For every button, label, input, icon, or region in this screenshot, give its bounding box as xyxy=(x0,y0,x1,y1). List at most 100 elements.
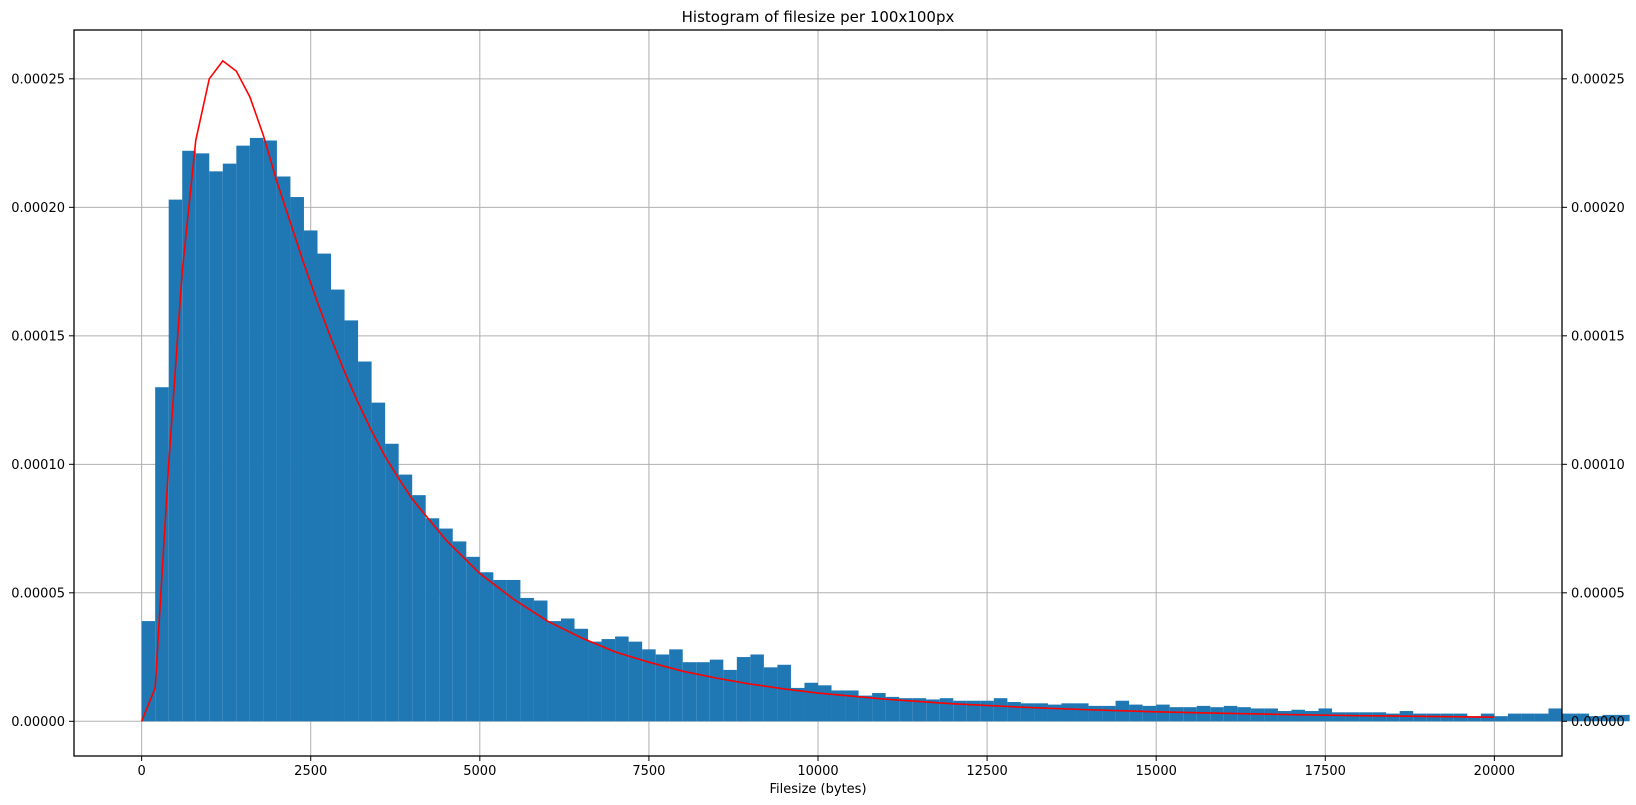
left-y-tick-label: 0.00025 xyxy=(11,72,65,87)
histogram-bar xyxy=(1075,703,1089,722)
histogram-bars xyxy=(141,137,1630,722)
x-axis-label: Filesize (bytes) xyxy=(769,782,866,797)
x-tick-label: 7500 xyxy=(632,764,665,779)
histogram-bar xyxy=(682,662,697,722)
histogram-bar xyxy=(845,690,859,722)
chart-title: Histogram of filesize per 100x100px xyxy=(682,8,955,26)
histogram-bar xyxy=(1169,707,1184,722)
histogram-bar xyxy=(331,289,345,722)
histogram-bar xyxy=(547,621,561,722)
histogram-bar xyxy=(885,696,900,722)
left-y-tick-label: 0.00015 xyxy=(11,329,65,344)
histogram-bar xyxy=(628,641,643,722)
histogram-bar xyxy=(1291,709,1305,722)
histogram-bar xyxy=(709,659,724,722)
histogram-bar xyxy=(385,443,399,722)
x-tick-label: 5000 xyxy=(463,764,496,779)
histogram-bar xyxy=(560,618,575,722)
histogram-bar xyxy=(696,662,710,722)
histogram-bar xyxy=(1616,714,1630,722)
right-y-tick-label: 0.00005 xyxy=(1571,586,1625,601)
histogram-bar xyxy=(953,700,967,722)
x-tick-label: 0 xyxy=(137,764,145,779)
histogram-bar xyxy=(155,387,169,722)
x-tick-label: 17500 xyxy=(1305,764,1346,779)
histogram-bar xyxy=(912,698,927,722)
histogram-bar xyxy=(439,528,453,722)
histogram-bar xyxy=(966,700,981,722)
left-y-tick-label: 0.00010 xyxy=(11,458,65,473)
histogram-bar xyxy=(588,641,602,722)
histogram-bar xyxy=(1142,705,1157,722)
histogram-bar xyxy=(249,137,264,722)
histogram-bar xyxy=(1440,713,1454,722)
histogram-bar xyxy=(1372,712,1387,722)
histogram-bar xyxy=(182,150,196,722)
histogram-bar xyxy=(358,361,372,722)
histogram-bar xyxy=(1250,708,1265,722)
histogram-bar xyxy=(642,649,656,722)
right-y-tick-label: 0.00000 xyxy=(1571,715,1625,730)
histogram-bar xyxy=(926,699,940,722)
histogram-bar xyxy=(939,698,954,722)
histogram-bar xyxy=(790,687,805,722)
histogram-bar xyxy=(1183,707,1197,722)
left-y-tick-label: 0.00005 xyxy=(11,586,65,601)
histogram-bar xyxy=(1426,713,1441,722)
histogram-bar xyxy=(236,145,250,722)
histogram-bar xyxy=(980,700,994,722)
density-curve xyxy=(140,59,1495,722)
histogram-bar xyxy=(1467,716,1481,722)
histogram-bar xyxy=(520,597,534,722)
x-tick-label: 20000 xyxy=(1474,764,1515,779)
histogram-bar xyxy=(1534,713,1549,722)
histogram-bar xyxy=(669,649,683,722)
histogram-bar xyxy=(168,199,183,722)
histogram-bar xyxy=(1210,707,1224,722)
histogram-bar xyxy=(533,600,548,722)
histogram-bar xyxy=(1061,703,1076,722)
histogram-bar xyxy=(1277,711,1292,722)
histogram-bar xyxy=(1332,712,1346,722)
histogram-bar xyxy=(1156,704,1170,722)
right-y-tick-label: 0.00020 xyxy=(1571,201,1625,216)
left-y-tick-label: 0.00020 xyxy=(11,201,65,216)
histogram-bar xyxy=(1589,716,1603,722)
right-y-tick-label: 0.00015 xyxy=(1571,329,1625,344)
histogram-bar xyxy=(1304,711,1319,722)
histogram-bar xyxy=(777,664,791,722)
histogram-bar xyxy=(1575,713,1590,722)
histogram-bar xyxy=(804,682,818,722)
histogram-bar xyxy=(412,495,426,722)
histogram-bar xyxy=(195,153,210,722)
histogram-bar xyxy=(1413,713,1427,722)
histogram-bar xyxy=(655,654,670,722)
x-axis-ticks: 0 2500 5000 7500 10000 12500 15000 17500 20000 xyxy=(137,756,1515,779)
density-curve-line xyxy=(140,59,1495,722)
histogram-bar xyxy=(1034,703,1048,722)
histogram-bar xyxy=(831,690,846,722)
right-y-tick-label: 0.00025 xyxy=(1571,72,1625,87)
histogram-bar xyxy=(398,474,413,722)
histogram-bar xyxy=(1562,713,1576,722)
histogram-bar xyxy=(1359,712,1373,722)
histogram-bar xyxy=(452,541,467,722)
histogram-bar xyxy=(723,669,737,722)
histogram-bar xyxy=(1602,714,1617,722)
histogram-bar xyxy=(899,698,913,722)
histogram-bar xyxy=(479,572,494,722)
histogram-bar xyxy=(1007,702,1021,722)
histogram-bar xyxy=(276,176,291,722)
histogram-bar xyxy=(317,253,332,722)
x-tick-label: 15000 xyxy=(1136,764,1177,779)
x-tick-label: 10000 xyxy=(797,764,838,779)
histogram-bar xyxy=(1494,716,1508,722)
histogram-bar xyxy=(818,685,832,722)
x-tick-label: 2500 xyxy=(294,764,327,779)
histogram-bar xyxy=(263,140,277,722)
histogram-bar xyxy=(1129,704,1143,722)
histogram-bar xyxy=(344,320,359,722)
histogram-bar xyxy=(993,698,1008,722)
histogram-bar xyxy=(303,230,318,722)
histogram-bar xyxy=(1386,713,1400,722)
